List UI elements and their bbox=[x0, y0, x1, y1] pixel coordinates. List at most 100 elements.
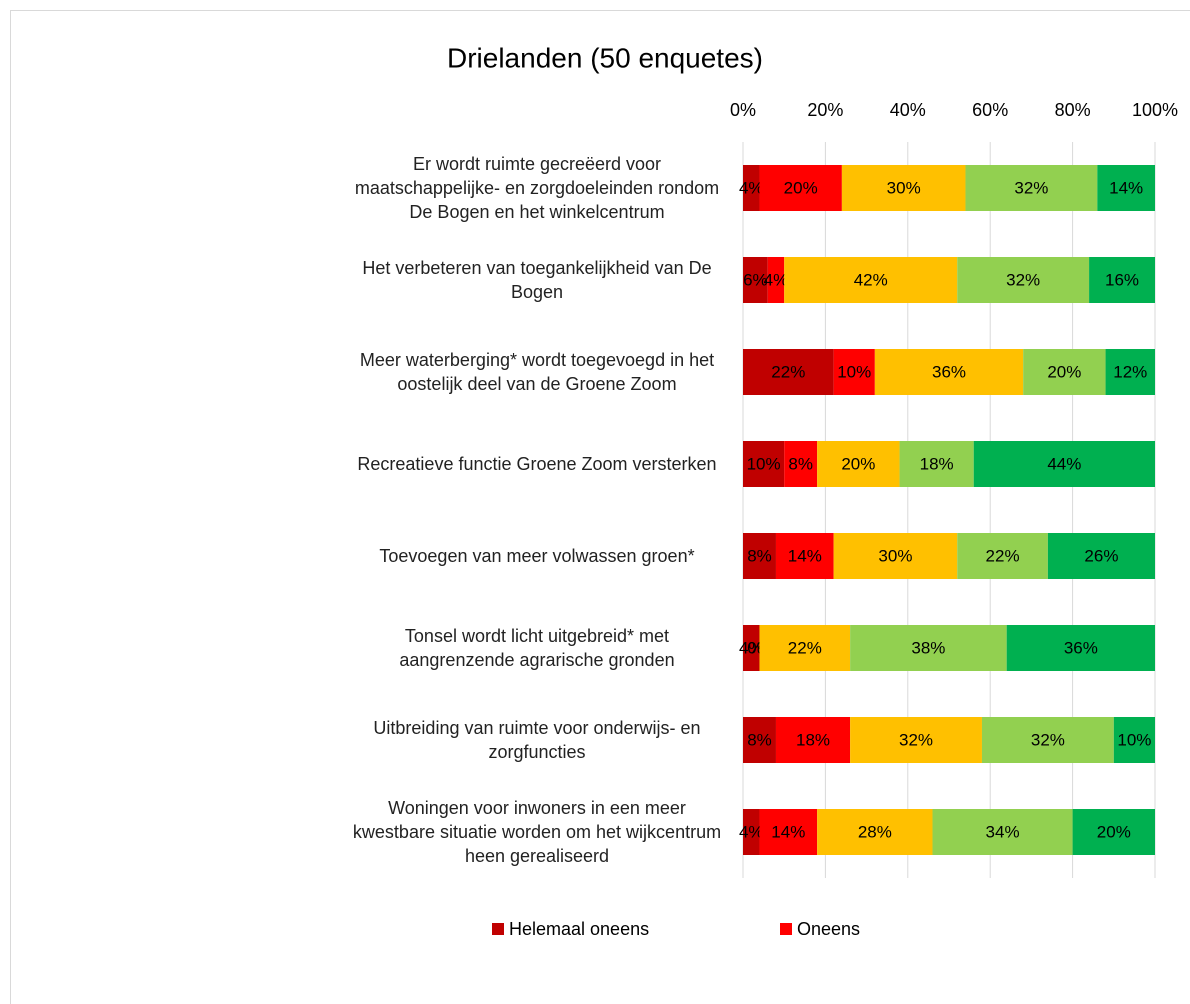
data-label: 20% bbox=[784, 178, 818, 197]
data-label: 32% bbox=[1031, 730, 1065, 749]
bar-segment bbox=[775, 717, 851, 763]
bar-segment bbox=[850, 625, 1007, 671]
legend-swatch bbox=[492, 923, 504, 935]
bar-segment bbox=[743, 441, 785, 487]
bar-segment bbox=[981, 717, 1114, 763]
data-label: 42% bbox=[854, 270, 888, 289]
bar-segment bbox=[932, 809, 1073, 855]
category-label: Meer waterberging* wordt toegevoegd in h… bbox=[359, 350, 715, 394]
legend-label: Oneens bbox=[797, 919, 860, 939]
bar-segment bbox=[841, 165, 966, 211]
data-label: 16% bbox=[1105, 270, 1139, 289]
bar-segment bbox=[775, 533, 834, 579]
bar-segment bbox=[1047, 533, 1155, 579]
legend-label: Helemaal oneens bbox=[509, 919, 649, 939]
data-label: 8% bbox=[747, 730, 772, 749]
bar-segment bbox=[1113, 717, 1155, 763]
x-tick-label: 60% bbox=[972, 100, 1008, 120]
data-label: 18% bbox=[796, 730, 830, 749]
data-label: 12% bbox=[1113, 362, 1147, 381]
data-label: 26% bbox=[1084, 546, 1118, 565]
data-label: 44% bbox=[1047, 454, 1081, 473]
bar-segment bbox=[1089, 257, 1155, 303]
bar-segment bbox=[957, 257, 1090, 303]
category-label: Uitbreiding van ruimte voor onderwijs- e… bbox=[373, 718, 701, 762]
bar-segment bbox=[1006, 625, 1155, 671]
data-label: 20% bbox=[1097, 822, 1131, 841]
category-label: Tonsel wordt licht uitgebreid* met aangr… bbox=[399, 626, 675, 670]
data-label: 18% bbox=[920, 454, 954, 473]
data-label: 14% bbox=[788, 546, 822, 565]
data-label: 22% bbox=[986, 546, 1020, 565]
data-label: 10% bbox=[837, 362, 871, 381]
data-label: 8% bbox=[747, 546, 772, 565]
data-label: 4% bbox=[739, 822, 764, 841]
bar-segment bbox=[965, 165, 1098, 211]
bar-segment bbox=[957, 533, 1048, 579]
data-label: 20% bbox=[841, 454, 875, 473]
data-label: 32% bbox=[899, 730, 933, 749]
x-tick-label: 80% bbox=[1055, 100, 1091, 120]
data-label: 20% bbox=[1047, 362, 1081, 381]
data-label: 10% bbox=[747, 454, 781, 473]
bar-segment bbox=[743, 717, 776, 763]
x-tick-label: 20% bbox=[807, 100, 843, 120]
data-label: 4% bbox=[739, 178, 764, 197]
bar-segment bbox=[817, 809, 933, 855]
bar-segment bbox=[759, 625, 851, 671]
data-label: 30% bbox=[878, 546, 912, 565]
bar-segment bbox=[833, 349, 875, 395]
legend-swatch bbox=[780, 923, 792, 935]
bar-segment bbox=[743, 625, 760, 671]
data-label: 14% bbox=[771, 822, 805, 841]
bar-segment bbox=[759, 809, 818, 855]
bar-segment bbox=[759, 165, 842, 211]
data-label: 38% bbox=[911, 638, 945, 657]
bar-segment bbox=[1097, 165, 1155, 211]
data-label: 14% bbox=[1109, 178, 1143, 197]
category-label: Recreatieve functie Groene Zoom versterk… bbox=[357, 454, 717, 474]
bar-segment bbox=[850, 717, 982, 763]
chart-title: Drielanden (50 enquetes) bbox=[447, 42, 763, 73]
data-label: 8% bbox=[788, 454, 813, 473]
category-label: Woningen voor inwoners in een meer kwest… bbox=[352, 798, 722, 866]
bar-segment bbox=[743, 165, 760, 211]
data-label: 28% bbox=[858, 822, 892, 841]
data-label: 6% bbox=[743, 270, 768, 289]
data-label: 22% bbox=[771, 362, 805, 381]
category-label: Er wordt ruimte gecreëerd voor maatschap… bbox=[354, 154, 720, 222]
data-label: 34% bbox=[986, 822, 1020, 841]
data-label: 4% bbox=[764, 270, 789, 289]
chart-frame bbox=[10, 10, 1190, 1004]
bar-segment bbox=[743, 533, 776, 579]
x-tick-label: 100% bbox=[1132, 100, 1178, 120]
bar-segment bbox=[767, 257, 785, 303]
bar-segment bbox=[1105, 349, 1155, 395]
data-label: 36% bbox=[932, 362, 966, 381]
bar-segment bbox=[784, 257, 958, 303]
data-label: 22% bbox=[788, 638, 822, 657]
data-label: 32% bbox=[1014, 178, 1048, 197]
bar-segment bbox=[743, 349, 834, 395]
data-label: 10% bbox=[1117, 730, 1151, 749]
bar-segment bbox=[784, 441, 818, 487]
bar-segment bbox=[874, 349, 1024, 395]
data-label: 4% bbox=[739, 638, 764, 657]
bar-segment bbox=[973, 441, 1155, 487]
x-tick-label: 40% bbox=[890, 100, 926, 120]
data-label: 30% bbox=[887, 178, 921, 197]
bar-segment bbox=[817, 441, 900, 487]
bar-segment bbox=[1023, 349, 1106, 395]
data-label: 36% bbox=[1064, 638, 1098, 657]
category-label: Het verbeteren van toegankelijkheid van … bbox=[362, 258, 712, 302]
bar-segment bbox=[833, 533, 958, 579]
bar-segment bbox=[743, 257, 768, 303]
bar-segment bbox=[743, 809, 760, 855]
data-label: 32% bbox=[1006, 270, 1040, 289]
category-label: Toevoegen van meer volwassen groen* bbox=[379, 546, 695, 566]
x-tick-label: 0% bbox=[730, 100, 756, 120]
bar-segment bbox=[1072, 809, 1155, 855]
bar-segment bbox=[899, 441, 974, 487]
